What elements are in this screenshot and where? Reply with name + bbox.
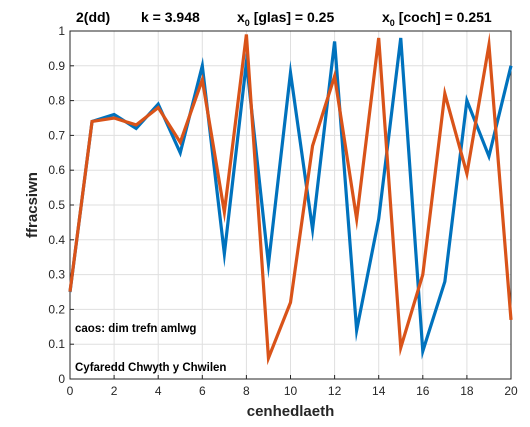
y-axis-label: ffracsiwn xyxy=(24,172,41,238)
x0-red-subscript: 0 xyxy=(390,18,395,28)
x-tick-label: 12 xyxy=(328,384,342,398)
series-lines xyxy=(68,32,513,366)
x0-blue-value: [glas] = 0.25 xyxy=(250,9,335,25)
y-tick-label: 0.9 xyxy=(48,59,65,73)
y-tick-label: 0.6 xyxy=(48,163,65,177)
annotation-title: Cyfaredd Chwyth y Chwilen xyxy=(75,362,226,374)
x-tick-label: 10 xyxy=(284,384,298,398)
y-tick-label: 0.1 xyxy=(48,337,65,351)
y-tick-label: 0.5 xyxy=(48,198,65,212)
x-tick-label: 6 xyxy=(199,384,206,398)
x-tick-label: 18 xyxy=(460,384,474,398)
y-tick-label: 0.7 xyxy=(48,128,65,142)
y-tick-label: 0.2 xyxy=(48,302,65,316)
x-tick-label: 4 xyxy=(155,384,162,398)
y-tick-label: 0 xyxy=(58,372,65,386)
x-tick-label: 20 xyxy=(504,384,518,398)
x0-blue-label: x0 [glas] = 0.25 xyxy=(237,9,334,28)
x-tick-label: 2 xyxy=(111,384,118,398)
chart-label: 2(dd) xyxy=(76,9,110,25)
annotation-chaos: caos: dim trefn amlwg xyxy=(75,323,196,335)
x0-blue-subscript: 0 xyxy=(245,18,250,28)
x0-red-value: [coch] = 0.251 xyxy=(395,9,492,25)
x-tick-label: 14 xyxy=(372,384,386,398)
x0-red-label: x0 [coch] = 0.251 xyxy=(382,9,492,28)
x0-blue-symbol: x xyxy=(237,9,245,25)
x-axis-label: cenhedlaeth xyxy=(247,403,335,420)
x0-red-symbol: x xyxy=(382,9,390,25)
x-tick-label: 0 xyxy=(67,384,74,398)
x-tick-label: 16 xyxy=(416,384,430,398)
x-tick-label: 8 xyxy=(243,384,250,398)
axis-ticks: 0 2 4 6 8 10 12 14 16 18 20 0 0.1 0.2 0.3 0.4 0.5 0.6 0.7 0… xyxy=(48,24,518,398)
y-tick-label: 0.3 xyxy=(48,268,65,282)
k-parameter: k = 3.948 xyxy=(141,9,200,25)
y-tick-label: 1 xyxy=(58,24,65,38)
y-tick-label: 0.4 xyxy=(48,233,65,247)
series-line-red xyxy=(68,32,513,366)
y-tick-label: 0.8 xyxy=(48,94,65,108)
chart-header: 2(dd) k = 3.948 x0 [glas] = 0.25 x0 [coc… xyxy=(76,9,492,28)
